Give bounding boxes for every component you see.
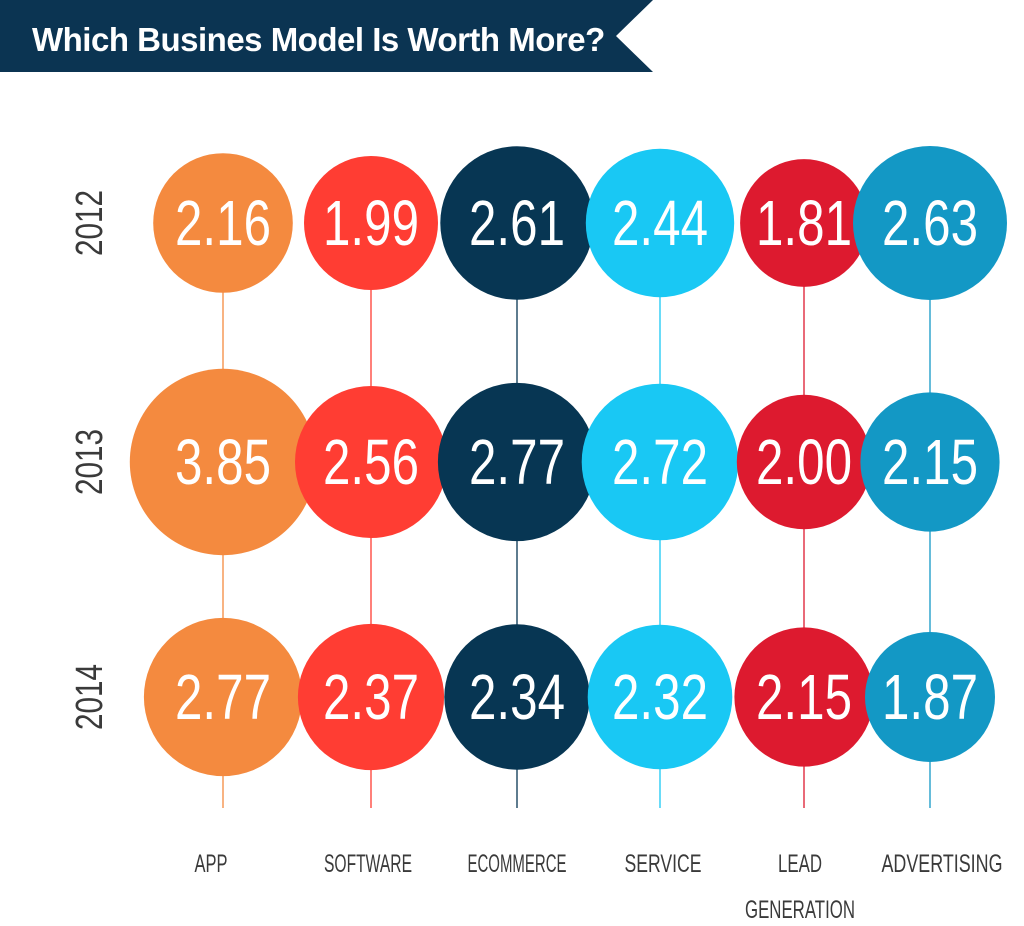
category-label: LEAD: [778, 850, 822, 878]
category-labels: APP SOFTWARE ECOMMERCE SERVICE LEAD GENERATIO…: [195, 850, 1003, 924]
category-label: SERVICE: [625, 850, 702, 878]
value-label: 2.32: [612, 661, 708, 733]
bubble: [581, 383, 739, 541]
value-label: 2.44: [612, 187, 708, 259]
year-label: 2012: [69, 190, 111, 256]
bubble: [444, 624, 590, 770]
bubble: [153, 153, 293, 293]
category-label: ADVERTISING: [882, 850, 1003, 878]
bubble: [129, 368, 317, 556]
value-label: 1.99: [323, 187, 419, 259]
bubble: [736, 394, 872, 530]
value-label: 3.85: [175, 426, 271, 498]
category-label: APP: [195, 850, 228, 878]
category-label: SOFTWARE: [324, 850, 412, 878]
bubble: [297, 623, 445, 771]
category-label: ECOMMERCE: [468, 850, 567, 878]
category-label: GENERATION: [745, 896, 855, 924]
value-label: 1.87: [882, 661, 978, 733]
bubbles: 2.16 1.99 2.61 2.44 1.81 2.63 3.85 2.56 2.77 2.72…: [129, 146, 1007, 777]
value-label: 2.34: [469, 661, 565, 733]
value-label: 2.16: [175, 187, 271, 259]
title-banner: [0, 0, 653, 72]
bubble: [860, 392, 1000, 532]
bubble: [437, 382, 597, 542]
value-label: 2.56: [323, 426, 419, 498]
value-label: 2.15: [756, 661, 852, 733]
value-label: 2.37: [323, 661, 419, 733]
value-label: 2.61: [469, 187, 565, 259]
year-label: 2013: [69, 429, 111, 495]
value-label: 1.81: [756, 187, 852, 259]
value-label: 2.77: [175, 661, 271, 733]
year-labels: 2012 2013 2014: [69, 190, 111, 730]
value-label: 2.00: [756, 426, 852, 498]
value-label: 2.15: [882, 426, 978, 498]
bubble: [304, 156, 438, 290]
bubble: [740, 159, 868, 287]
bubble: [587, 624, 733, 770]
bubble: [734, 627, 874, 767]
bubble: [585, 148, 735, 298]
bubble: [143, 617, 303, 777]
value-label: 2.77: [469, 426, 565, 498]
bubble: [853, 146, 1007, 300]
bubble: [295, 386, 447, 538]
bubble: [440, 146, 594, 300]
chart-title: Which Busines Model Is Worth More?: [32, 21, 605, 58]
bubble: [865, 632, 995, 762]
value-label: 2.63: [882, 187, 978, 259]
year-label: 2014: [69, 664, 111, 730]
value-label: 2.72: [612, 426, 708, 498]
